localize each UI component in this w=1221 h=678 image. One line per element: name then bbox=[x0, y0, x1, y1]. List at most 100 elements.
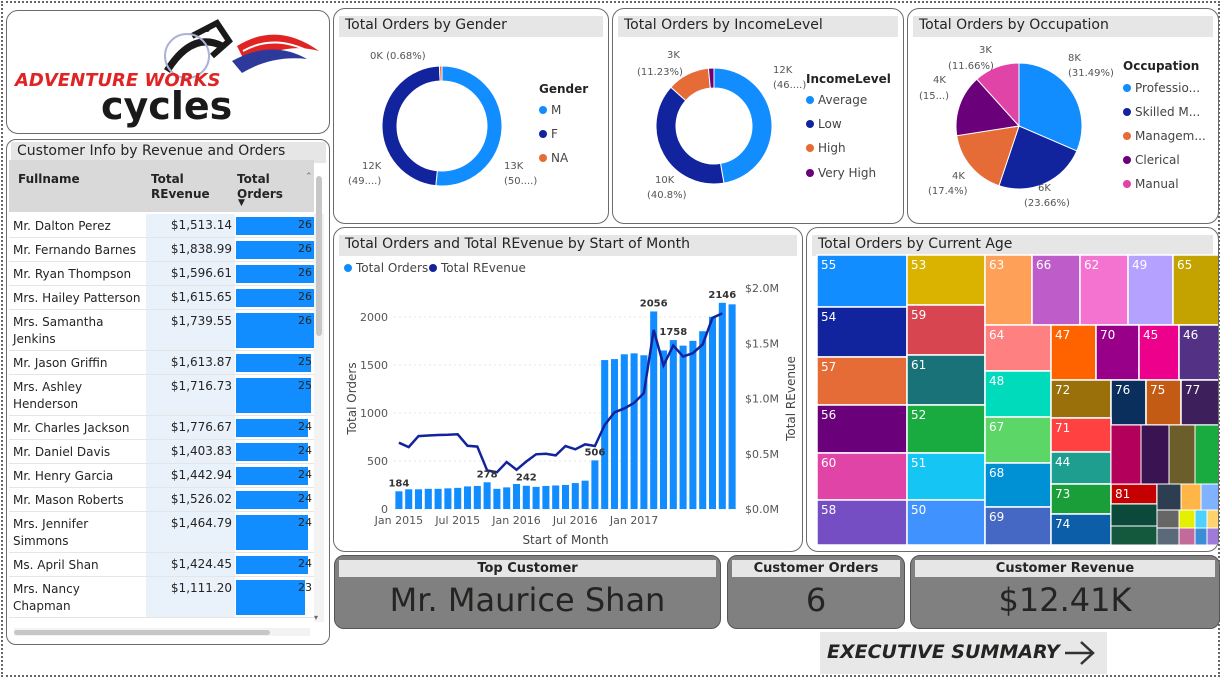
treemap-tile[interactable] bbox=[1178, 527, 1196, 546]
bar-orders[interactable] bbox=[405, 489, 413, 509]
bar-orders[interactable] bbox=[679, 345, 687, 509]
occ-legend-management[interactable]: Managem... bbox=[1123, 129, 1206, 143]
pie-slice-m[interactable] bbox=[435, 65, 503, 187]
bar-orders[interactable] bbox=[601, 360, 609, 509]
combo-legend-orders[interactable]: Total Orders bbox=[344, 261, 428, 275]
bar-orders[interactable] bbox=[463, 486, 472, 509]
treemap-tile[interactable] bbox=[1050, 451, 1112, 485]
bar-orders[interactable] bbox=[493, 488, 501, 509]
treemap-tile[interactable] bbox=[1156, 509, 1180, 529]
bar-orders[interactable] bbox=[620, 354, 628, 509]
income-legend-average[interactable]: Average bbox=[806, 93, 867, 107]
table-row[interactable]: Mr. Charles Jackson $1,776.67 24 bbox=[9, 416, 314, 440]
table-row[interactable]: Mrs. Nancy Chapman $1,111.20 23 bbox=[9, 577, 314, 618]
pie-slice-clerical[interactable] bbox=[955, 78, 1020, 137]
horizontal-scrollbar[interactable] bbox=[14, 628, 310, 636]
treemap-tile[interactable] bbox=[906, 404, 986, 454]
treemap-tile[interactable] bbox=[1050, 513, 1112, 546]
treemap-tile[interactable] bbox=[1156, 527, 1180, 546]
treemap-tile[interactable] bbox=[906, 354, 986, 406]
treemap-tile[interactable] bbox=[1194, 527, 1208, 546]
treemap-tile[interactable] bbox=[1178, 509, 1196, 529]
treemap-tile[interactable] bbox=[1110, 379, 1147, 426]
table-row[interactable]: Mr. Dalton Perez $1,513.14 26 bbox=[9, 214, 314, 238]
treemap-tile[interactable] bbox=[816, 356, 908, 406]
treemap-tile[interactable] bbox=[816, 499, 908, 546]
treemap-tile[interactable] bbox=[1206, 509, 1219, 529]
column-header-fullname[interactable]: Fullname bbox=[18, 172, 80, 186]
pie-slice-f[interactable] bbox=[381, 65, 441, 187]
treemap-tile[interactable] bbox=[906, 499, 986, 546]
combo-legend-revenue[interactable]: Total REvenue bbox=[429, 261, 526, 275]
pie-slice-veryhigh[interactable] bbox=[707, 67, 715, 89]
column-header-revenue[interactable]: Total REvenue bbox=[151, 172, 210, 201]
treemap-tile[interactable] bbox=[1180, 379, 1219, 426]
treemap-tile[interactable] bbox=[1110, 525, 1158, 546]
table-row[interactable]: Mr. Henry Garcia $1,442.94 24 bbox=[9, 464, 314, 488]
treemap-tile[interactable] bbox=[984, 254, 1033, 326]
bar-orders[interactable] bbox=[581, 480, 589, 509]
table-row[interactable]: Mr. Mason Roberts $1,526.02 24 bbox=[9, 488, 314, 512]
bar-orders[interactable] bbox=[630, 353, 638, 509]
vertical-scroll-thumb[interactable] bbox=[316, 176, 322, 336]
vertical-scrollbar[interactable]: ▾ bbox=[314, 176, 324, 622]
table-row[interactable]: Mr. Daniel Davis $1,403.83 24 bbox=[9, 440, 314, 464]
bar-orders[interactable] bbox=[708, 316, 717, 509]
treemap-tile[interactable] bbox=[1172, 254, 1219, 326]
line-revenue[interactable] bbox=[398, 312, 723, 474]
bar-orders[interactable] bbox=[561, 484, 570, 509]
treemap-tile[interactable] bbox=[1180, 483, 1202, 511]
bar-orders[interactable] bbox=[473, 485, 481, 509]
occ-legend-professional[interactable]: Professio... bbox=[1123, 81, 1200, 95]
pie-slice-professio[interactable] bbox=[1018, 62, 1083, 152]
table-row[interactable]: Mrs. Ashley Henderson $1,716.73 25 bbox=[9, 375, 314, 416]
column-header-orders[interactable]: Total Orders bbox=[237, 172, 283, 201]
pie-slice-na[interactable] bbox=[438, 65, 443, 82]
pie-slice-skilledm[interactable] bbox=[998, 125, 1078, 190]
treemap-tile[interactable] bbox=[1050, 324, 1097, 381]
bar-orders[interactable] bbox=[503, 487, 511, 509]
bar-orders[interactable] bbox=[659, 350, 668, 509]
bar-orders[interactable] bbox=[542, 485, 550, 509]
treemap-tile[interactable] bbox=[1140, 424, 1170, 485]
treemap-tile[interactable] bbox=[1110, 424, 1142, 485]
bar-orders[interactable] bbox=[571, 483, 579, 509]
treemap-tile[interactable] bbox=[984, 324, 1052, 372]
treemap-tile[interactable] bbox=[984, 506, 1052, 546]
treemap-tile[interactable] bbox=[816, 254, 908, 308]
gender-legend-f[interactable]: F bbox=[539, 127, 558, 141]
bar-orders[interactable] bbox=[728, 304, 736, 509]
table-row[interactable]: Mrs. Hailey Patterson $1,615.65 26 bbox=[9, 286, 314, 310]
treemap-tile[interactable] bbox=[1156, 483, 1182, 511]
bar-orders[interactable] bbox=[434, 488, 442, 509]
bar-orders[interactable] bbox=[610, 359, 619, 509]
bar-orders[interactable] bbox=[512, 484, 521, 509]
treemap-tile[interactable] bbox=[1050, 379, 1112, 419]
bar-orders[interactable] bbox=[444, 488, 452, 509]
occ-legend-skilled[interactable]: Skilled M... bbox=[1123, 105, 1200, 119]
treemap-tile[interactable] bbox=[1168, 424, 1196, 485]
treemap-tile[interactable] bbox=[1127, 254, 1174, 326]
pie-slice-manual[interactable] bbox=[976, 62, 1020, 128]
horizontal-scroll-thumb[interactable] bbox=[14, 630, 270, 635]
treemap-tile[interactable] bbox=[1110, 503, 1158, 527]
pie-slice-low[interactable] bbox=[655, 86, 725, 185]
bar-orders[interactable] bbox=[395, 491, 403, 509]
sort-desc-icon[interactable]: ▼ bbox=[238, 198, 245, 208]
gender-legend-na[interactable]: NA bbox=[539, 151, 568, 165]
treemap-tile[interactable] bbox=[906, 452, 986, 501]
bar-orders[interactable] bbox=[414, 489, 423, 509]
treemap-tile[interactable] bbox=[1079, 254, 1129, 326]
treemap-tile[interactable] bbox=[1206, 527, 1219, 546]
treemap-tile[interactable] bbox=[816, 452, 908, 501]
bar-orders[interactable] bbox=[483, 482, 491, 509]
bar-orders[interactable] bbox=[650, 311, 658, 509]
table-row[interactable]: Mr. Jason Griffin $1,613.87 25 bbox=[9, 351, 314, 375]
pie-slice-managem[interactable] bbox=[956, 125, 1020, 187]
income-legend-very-high[interactable]: Very High bbox=[806, 166, 876, 180]
bar-orders[interactable] bbox=[424, 488, 432, 509]
pie-slice-average[interactable] bbox=[713, 67, 773, 184]
treemap-tile[interactable] bbox=[1194, 424, 1219, 485]
treemap-tile[interactable] bbox=[1194, 509, 1208, 529]
table-row[interactable]: Mr. Ryan Thompson $1,596.61 26 bbox=[9, 262, 314, 286]
